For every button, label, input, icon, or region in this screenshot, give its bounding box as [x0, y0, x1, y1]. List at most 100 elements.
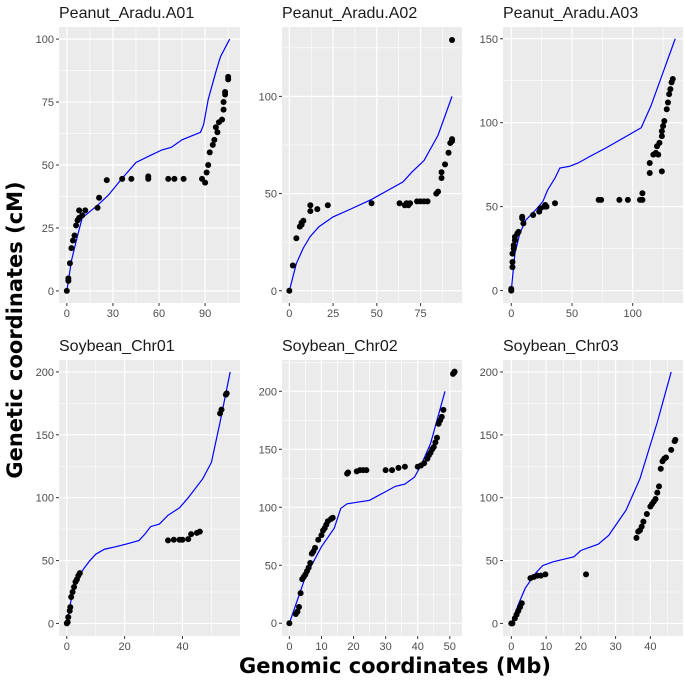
x-tick-label: 20: [575, 641, 587, 653]
data-point: [202, 179, 209, 186]
panel-background: [282, 360, 462, 636]
x-tick-label: 10: [315, 641, 327, 653]
data-point: [440, 406, 447, 413]
data-point: [656, 139, 663, 146]
data-point: [658, 168, 665, 175]
y-tick-label: 75: [42, 97, 54, 109]
data-point: [401, 463, 408, 470]
data-point: [508, 285, 515, 292]
data-point: [430, 443, 437, 450]
data-point: [646, 159, 653, 166]
data-point: [509, 264, 516, 271]
data-point: [324, 202, 331, 209]
y-tick-label: 0: [48, 618, 54, 630]
data-point: [672, 436, 679, 443]
panel-5: Soybean_Chr02 0 10 20 30 40 50 0 50 100 150 200: [259, 338, 462, 653]
data-point: [639, 196, 646, 203]
x-axis-title: Genomic coordinates (Mb): [239, 654, 551, 678]
fitted-curve: [66, 371, 231, 624]
y-tick-label: 100: [259, 91, 277, 103]
panel-2: Peanut_Aradu.A02 0 25 50 75 0 50 100: [259, 5, 462, 320]
data-point: [368, 200, 375, 207]
x-tick-label: 50: [444, 641, 456, 653]
data-point: [64, 619, 71, 626]
data-point: [307, 202, 314, 209]
x-tick-label: 60: [153, 308, 165, 320]
panel-title: Soybean_Chr01: [59, 338, 175, 355]
data-point: [219, 116, 226, 123]
data-point: [655, 151, 662, 158]
data-point: [509, 250, 516, 257]
data-point: [543, 203, 550, 210]
x-tick-label: 0: [508, 308, 514, 320]
data-point: [165, 175, 172, 182]
x-tick-label: 0: [64, 641, 70, 653]
x-tick-label: 30: [609, 641, 621, 653]
data-point: [170, 536, 177, 543]
y-tick-label: 0: [271, 618, 277, 630]
y-tick-label: 0: [271, 286, 277, 298]
data-point: [657, 465, 664, 472]
panel-background: [282, 27, 462, 303]
data-point: [300, 217, 307, 224]
data-point: [509, 620, 516, 627]
data-point: [449, 136, 456, 143]
y-tick-label: 50: [486, 202, 498, 214]
data-point: [537, 572, 544, 579]
y-tick-label: 200: [480, 367, 498, 379]
x-tick-label: 90: [199, 308, 211, 320]
data-point: [69, 588, 76, 595]
data-point: [79, 212, 86, 219]
data-point: [329, 514, 336, 521]
x-tick-label: 0: [64, 308, 70, 320]
data-point: [223, 390, 230, 397]
data-point: [296, 604, 303, 611]
y-tick-label: 150: [36, 430, 54, 442]
data-point: [212, 124, 219, 131]
panel-3: Peanut_Aradu.A03 0 50 100 0 50 100 150: [480, 5, 683, 320]
data-point: [180, 175, 187, 182]
data-point: [128, 175, 135, 182]
panel-4: Soybean_Chr01 0 20 40 0 50 100 150 200: [36, 338, 240, 653]
data-point: [179, 536, 186, 543]
data-point: [658, 133, 665, 140]
x-tick-label: 40: [176, 641, 188, 653]
y-tick-label: 150: [480, 430, 498, 442]
y-tick-label: 100: [259, 502, 277, 514]
y-tick-label: 50: [486, 556, 498, 568]
y-tick-label: 25: [42, 223, 54, 235]
data-point: [68, 245, 75, 252]
data-point: [433, 434, 440, 441]
y-tick-label: 50: [42, 556, 54, 568]
data-point: [305, 564, 312, 571]
x-tick-label: 20: [347, 641, 359, 653]
data-point: [119, 175, 126, 182]
fitted-curve: [288, 96, 453, 291]
data-point: [652, 495, 659, 502]
data-point: [669, 76, 676, 83]
x-tick-label: 20: [119, 641, 131, 653]
panel-title: Peanut_Aradu.A03: [503, 5, 638, 22]
x-tick-label: 30: [107, 308, 119, 320]
data-point: [551, 200, 558, 207]
data-point: [73, 222, 80, 229]
y-tick-label: 50: [42, 160, 54, 172]
y-tick-label: 100: [480, 118, 498, 130]
data-point: [71, 232, 78, 239]
data-point: [205, 162, 212, 168]
data-point: [438, 169, 445, 176]
data-point: [71, 583, 78, 590]
data-point: [82, 207, 89, 214]
data-point: [315, 536, 322, 543]
y-tick-label: 200: [259, 386, 277, 398]
data-point: [518, 600, 525, 607]
data-point: [103, 177, 110, 184]
data-point: [220, 99, 227, 106]
data-point: [451, 368, 458, 375]
data-point: [196, 528, 203, 535]
data-point: [662, 454, 669, 461]
data-point: [206, 149, 213, 156]
data-point: [424, 198, 431, 205]
y-tick-label: 100: [480, 493, 498, 505]
